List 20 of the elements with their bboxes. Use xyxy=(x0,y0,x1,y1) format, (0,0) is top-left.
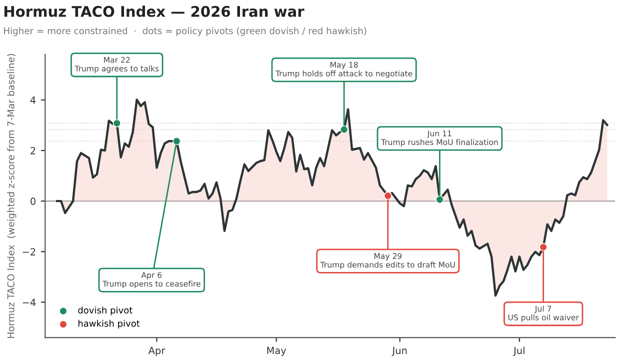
legend-label: hawkish pivot xyxy=(78,320,140,329)
x-tick-label: May xyxy=(267,346,286,356)
chart-title: Hormuz TACO Index — 2026 Iran war xyxy=(4,6,304,17)
y-tick-label: −4 xyxy=(22,298,36,306)
x-tick-label: Apr xyxy=(148,346,166,356)
point xyxy=(172,137,181,146)
y-tick-label: 4 xyxy=(30,96,36,104)
point xyxy=(539,242,548,252)
y-tick-label: 0 xyxy=(30,198,36,205)
chart-subtitle: Higher = more constrained · dots = policy pivots (green dovish / red hawkish) xyxy=(4,27,366,36)
x-tick-label: Jul xyxy=(513,346,524,356)
y-tick-label: −2 xyxy=(22,248,36,256)
y-tick-label: 2 xyxy=(30,146,36,154)
point xyxy=(340,125,348,134)
y-axis-title: Hormuz TACO Index (weighted z-score from 7-Mar baseline) xyxy=(7,54,16,338)
legend-label: dovish pivot xyxy=(78,306,132,316)
x-tick-label: Jun xyxy=(392,346,407,356)
point xyxy=(112,119,121,128)
point xyxy=(436,195,444,204)
point xyxy=(384,192,392,200)
